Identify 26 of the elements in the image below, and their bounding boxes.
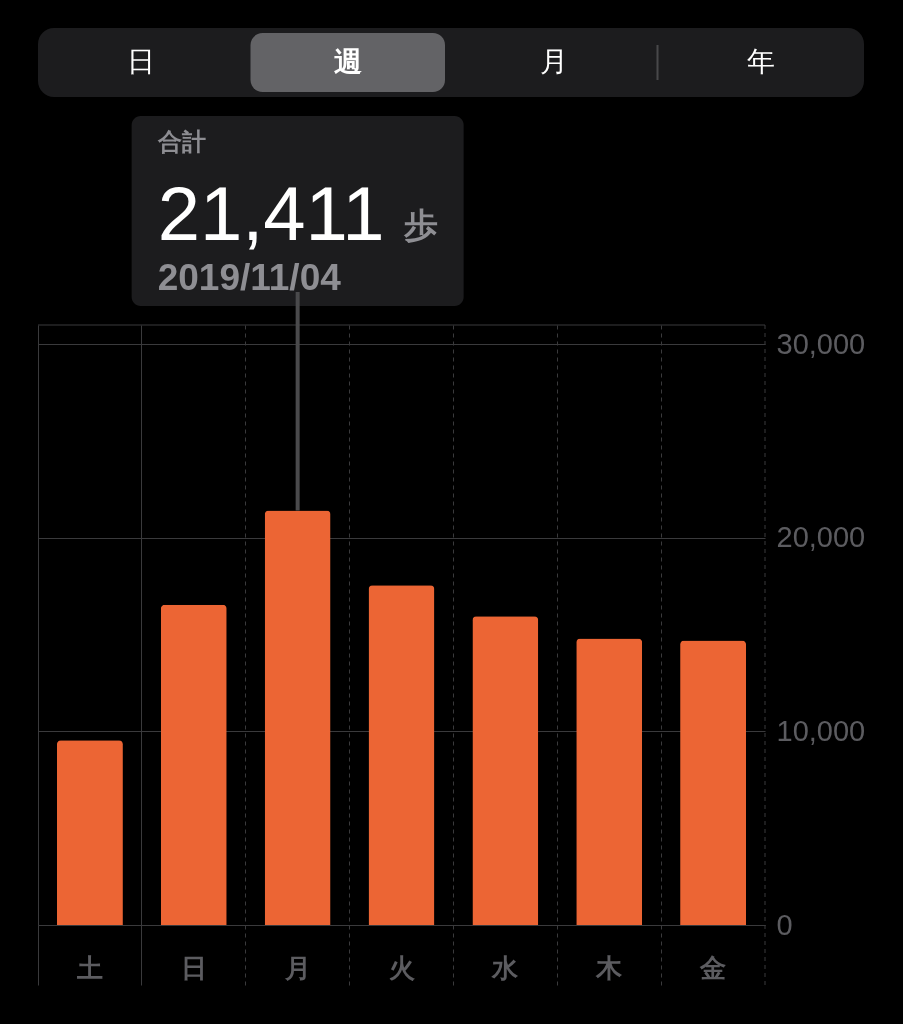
- text: 合計: [156, 128, 206, 155]
- bar: [56, 740, 123, 925]
- text: 月: [540, 46, 569, 77]
- x-tick-label: 水: [491, 952, 520, 983]
- x-tick-label: 火: [388, 952, 416, 983]
- x-tick-label: 金: [699, 952, 727, 983]
- text: 21,411: [157, 171, 385, 256]
- text: 日: [127, 46, 156, 77]
- x-tick-label: 木: [595, 952, 624, 983]
- x-tick-label: 日: [180, 952, 207, 983]
- bar: [680, 640, 747, 925]
- text: 歩: [402, 206, 438, 244]
- y-tick-label: 30,000: [776, 327, 866, 360]
- bar: [264, 510, 331, 925]
- bar: [160, 604, 227, 925]
- bar: [368, 585, 435, 925]
- annotation: 2019/11/04: [157, 257, 342, 298]
- text: 週: [333, 46, 362, 77]
- y-tick-label: 20,000: [776, 521, 866, 554]
- text: 年: [746, 46, 775, 77]
- x-tick-label: 月: [283, 952, 311, 983]
- bar: [576, 638, 643, 925]
- bar: [472, 616, 539, 925]
- y-tick-label: 10,000: [776, 714, 866, 747]
- y-tick-label: 0: [776, 908, 793, 941]
- x-tick-label: 土: [75, 952, 103, 983]
